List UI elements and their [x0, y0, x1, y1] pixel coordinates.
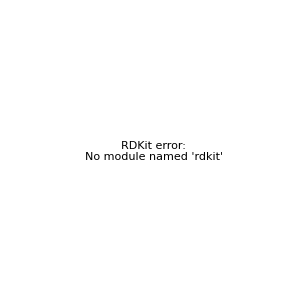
Text: RDKit error:
No module named 'rdkit': RDKit error: No module named 'rdkit' [85, 141, 223, 162]
